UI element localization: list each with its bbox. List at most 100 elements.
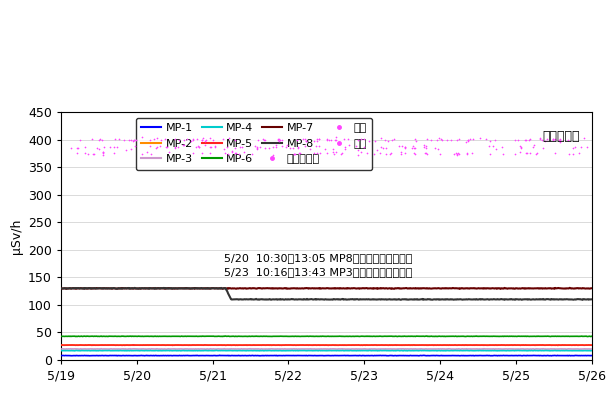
Point — [278, 137, 287, 143]
Point — [220, 146, 229, 152]
Point — [314, 136, 324, 143]
Point — [206, 143, 215, 150]
Point — [331, 134, 341, 140]
Point — [235, 144, 245, 150]
Point — [285, 145, 295, 152]
Point — [550, 150, 560, 156]
Point — [191, 144, 201, 150]
Point — [465, 136, 475, 142]
Point — [275, 137, 285, 144]
Point — [98, 151, 107, 158]
Point — [420, 142, 429, 149]
Point — [537, 137, 547, 144]
Point — [97, 137, 107, 143]
Point — [306, 146, 315, 152]
Point — [113, 144, 123, 150]
Point — [524, 137, 534, 143]
Point — [400, 150, 410, 156]
Point — [88, 151, 98, 157]
Point — [228, 149, 237, 155]
Point — [462, 151, 472, 157]
Point — [548, 136, 558, 142]
Point — [579, 135, 589, 141]
Point — [447, 136, 456, 143]
Point — [462, 150, 472, 156]
Point — [188, 150, 198, 156]
Point — [109, 150, 119, 156]
Point — [554, 137, 564, 143]
Point — [208, 137, 218, 143]
Point — [230, 145, 240, 152]
Point — [525, 150, 535, 157]
Point — [231, 150, 240, 156]
Point — [188, 136, 198, 143]
Point — [370, 137, 379, 144]
Point — [155, 143, 165, 150]
Point — [300, 136, 309, 142]
Point — [419, 143, 429, 150]
Point — [129, 136, 139, 143]
Point — [310, 142, 320, 149]
Point — [206, 144, 216, 150]
Point — [162, 144, 172, 150]
Point — [421, 150, 431, 156]
Point — [129, 137, 138, 144]
Point — [454, 136, 464, 142]
Point — [237, 144, 247, 150]
Point — [271, 144, 281, 150]
Point — [315, 150, 325, 156]
Point — [515, 149, 525, 156]
Point — [98, 150, 107, 156]
Point — [314, 136, 324, 142]
Point — [230, 150, 240, 156]
Point — [515, 144, 525, 150]
Point — [510, 136, 520, 143]
Point — [149, 136, 159, 143]
Legend: MP-1, MP-2, MP-3, MP-4, MP-5, MP-6, MP-7, MP-8, 事務本館南, 正門, 西門: MP-1, MP-2, MP-3, MP-4, MP-5, MP-6, MP-7… — [135, 118, 372, 170]
Point — [484, 143, 493, 150]
Point — [542, 136, 552, 142]
Point — [351, 143, 361, 149]
Point — [258, 136, 268, 142]
Point — [467, 150, 476, 157]
Point — [99, 144, 109, 150]
Point — [312, 138, 322, 144]
Point — [337, 149, 347, 156]
Point — [521, 150, 531, 156]
Point — [293, 145, 303, 151]
Point — [422, 151, 432, 157]
Point — [74, 136, 84, 143]
Point — [301, 137, 310, 144]
Point — [109, 144, 119, 150]
Point — [435, 150, 445, 157]
Point — [532, 150, 542, 156]
Point — [194, 144, 204, 150]
Point — [453, 152, 462, 158]
Point — [432, 137, 442, 143]
Point — [400, 143, 410, 150]
Point — [340, 144, 350, 150]
Point — [389, 136, 399, 142]
Point — [410, 145, 420, 152]
Point — [380, 136, 390, 143]
Point — [301, 143, 310, 150]
Point — [274, 136, 284, 142]
Point — [145, 143, 155, 149]
Point — [110, 136, 120, 142]
Point — [476, 135, 486, 141]
Point — [156, 137, 166, 143]
Point — [131, 136, 140, 143]
Point — [282, 144, 292, 150]
Point — [170, 136, 180, 142]
Point — [179, 142, 188, 148]
Point — [98, 149, 108, 156]
Point — [516, 145, 526, 152]
Point — [293, 144, 303, 150]
Point — [565, 151, 575, 158]
Point — [381, 145, 391, 152]
Point — [376, 143, 386, 150]
Point — [387, 136, 397, 143]
Point — [264, 145, 274, 151]
Point — [210, 144, 220, 150]
Point — [301, 137, 311, 144]
